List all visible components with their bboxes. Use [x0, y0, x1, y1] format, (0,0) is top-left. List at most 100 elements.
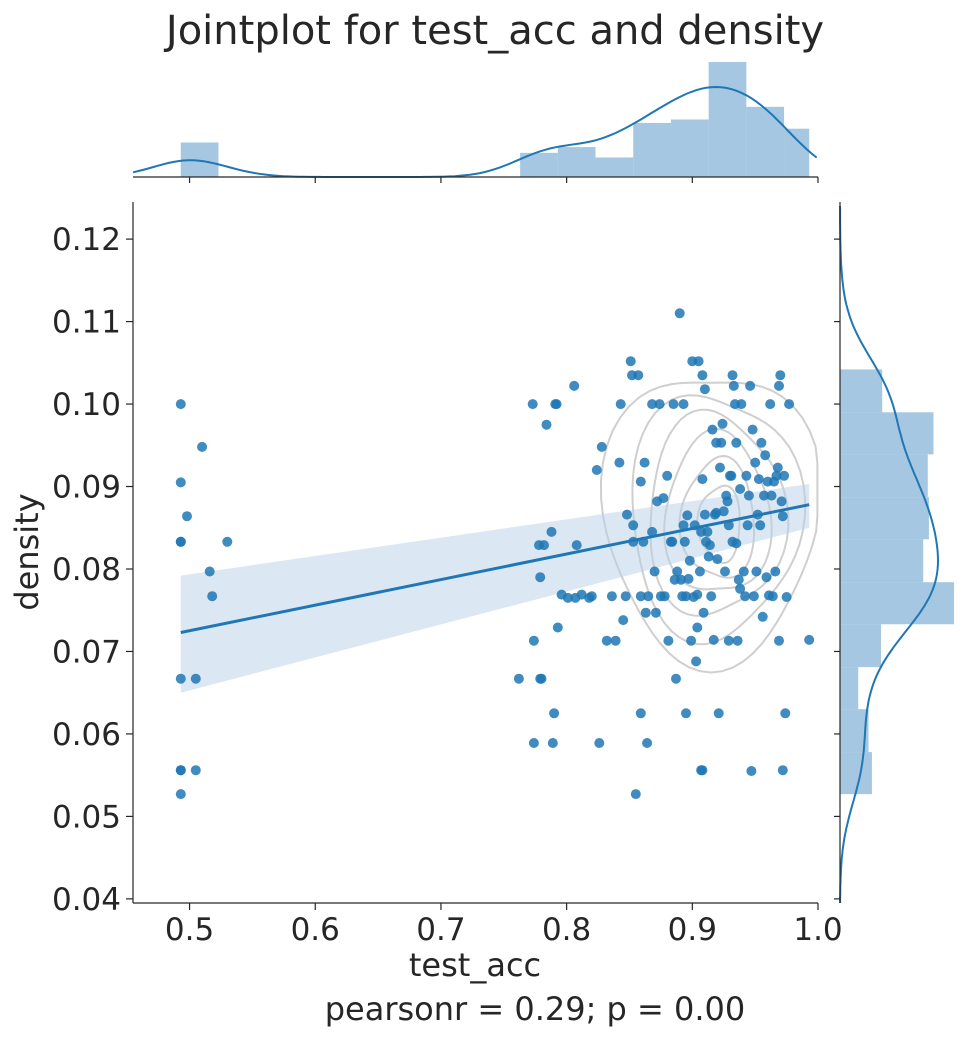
scatter-point [740, 591, 751, 602]
scatter-point [781, 592, 792, 602]
scatter-point [743, 490, 754, 501]
scatter-point [633, 370, 644, 381]
scatter-point [694, 566, 705, 577]
scatter-point [767, 591, 778, 602]
scatter-point [723, 635, 734, 646]
scatter-point [586, 591, 597, 602]
scatter-point [639, 457, 650, 468]
scatter-point [606, 591, 617, 602]
scatter-point [777, 765, 788, 776]
y-tick-label: 0.09 [52, 470, 121, 506]
scatter-point [571, 540, 582, 551]
scatter-point [175, 765, 186, 776]
scatter-point [697, 765, 708, 776]
scatter-point [513, 673, 524, 684]
x-tick-label: 0.8 [542, 912, 591, 948]
scatter-point [682, 510, 693, 521]
scatter-point [668, 399, 679, 410]
x-hist-bar [708, 62, 747, 177]
scatter-point [708, 634, 719, 645]
scatter-point [735, 583, 746, 594]
scatter-point [630, 789, 641, 800]
scatter-point [662, 470, 673, 481]
x-tick-label: 0.9 [668, 912, 717, 948]
scatter-point [716, 437, 727, 448]
scatter-point [671, 673, 681, 684]
scatter-point [774, 380, 784, 391]
scatter-point [175, 789, 186, 800]
scatter-point [175, 673, 186, 684]
y-tick-label: 0.08 [52, 552, 121, 588]
scatter-point [804, 634, 815, 645]
scatter-point [711, 507, 722, 518]
scatter-point [175, 399, 186, 410]
scatter-point [620, 591, 631, 602]
scatter-point [614, 457, 625, 468]
scatter-point [692, 589, 703, 600]
scatter-point [596, 441, 607, 452]
scatter-point [732, 635, 743, 646]
x-tick-label: 0.6 [291, 912, 340, 948]
scatter-point [539, 540, 549, 551]
scatter-point [703, 551, 714, 562]
scatter-point [718, 506, 729, 517]
y-tick-label: 0.11 [52, 305, 121, 341]
scatter-point [625, 356, 636, 367]
x-tick-label: 1.0 [793, 912, 842, 948]
y-kde-curve [839, 206, 940, 903]
scatter-point [647, 526, 658, 537]
scatter-point [547, 738, 558, 748]
scatter-point [717, 418, 728, 429]
scatter-point [622, 509, 632, 520]
scatter-point [692, 622, 703, 633]
y-hist-bar [840, 582, 954, 625]
y-tick-label: 0.05 [52, 799, 121, 835]
scatter-point [663, 635, 674, 646]
scatter-point [777, 511, 788, 522]
scatter-point [635, 708, 646, 719]
x-hist-bar [557, 147, 596, 177]
scatter-point [735, 484, 746, 494]
scatter-point [720, 566, 730, 577]
scatter-point [190, 673, 201, 684]
scatter-point [204, 566, 215, 577]
scatter-point [697, 370, 708, 381]
scatter-point [591, 465, 602, 475]
scatter-point [678, 520, 689, 531]
scatter-point [766, 490, 777, 501]
scatter-point [770, 566, 781, 577]
scatter-point [649, 566, 660, 577]
scatter-point [697, 474, 708, 485]
x-tick-label: 0.5 [165, 912, 214, 948]
scatter-point [691, 656, 702, 667]
scatter-point [738, 566, 749, 577]
scatter-point [712, 554, 723, 565]
scatter-point [706, 591, 717, 602]
y-tick-label: 0.04 [52, 882, 121, 918]
scatter-point [569, 380, 580, 391]
chart-title: Jointplot for test_acc and density [163, 8, 824, 54]
scatter-point [742, 520, 753, 531]
scatter-point [182, 511, 192, 522]
x-hist-bar [633, 122, 671, 177]
scatter-point [748, 591, 759, 602]
scatter-point [635, 591, 646, 602]
scatter-point [667, 536, 678, 547]
scatter-point [686, 635, 697, 646]
scatter-point [175, 536, 186, 547]
scatter-point [699, 384, 710, 395]
scatter-point [610, 635, 621, 646]
scatter-point [728, 380, 739, 391]
scatter-point [753, 474, 764, 485]
scatter-point [546, 526, 557, 537]
scatter-point [681, 591, 691, 602]
right-marginal-histogram [834, 202, 954, 903]
main-axes: 0.5 0.6 0.7 0.8 0.9 1.0 0.04 0.05 0.06 0.07 0.08 0.… [52, 202, 843, 948]
scatter-point [779, 470, 790, 481]
scatter-point [549, 708, 560, 719]
scatter-point [741, 470, 752, 481]
regression-line [180, 503, 810, 634]
scatter-point [628, 520, 639, 531]
scatter-point [757, 611, 768, 622]
scatter-point [775, 370, 786, 381]
